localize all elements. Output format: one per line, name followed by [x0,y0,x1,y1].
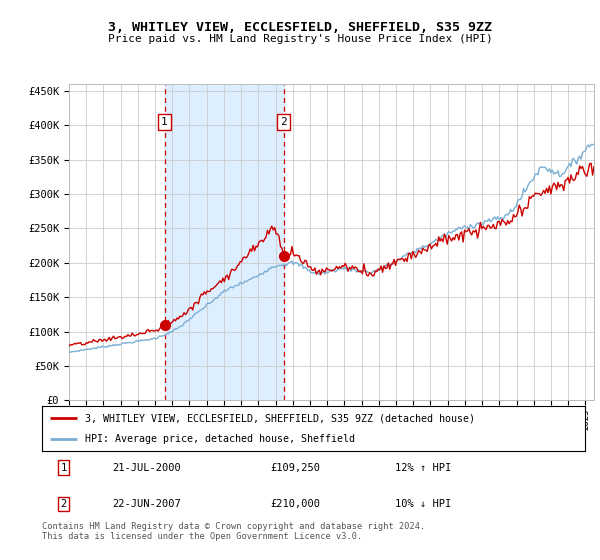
Text: 21-JUL-2000: 21-JUL-2000 [113,463,181,473]
Text: Contains HM Land Registry data © Crown copyright and database right 2024.
This d: Contains HM Land Registry data © Crown c… [42,522,425,542]
Text: 12% ↑ HPI: 12% ↑ HPI [395,463,451,473]
Text: 2: 2 [280,117,287,127]
Text: HPI: Average price, detached house, Sheffield: HPI: Average price, detached house, Shef… [85,433,355,444]
Text: 2: 2 [61,499,67,509]
Text: 1: 1 [161,117,168,127]
Text: 1: 1 [61,463,67,473]
Bar [164,84,284,400]
Text: £210,000: £210,000 [270,499,320,509]
Text: 3, WHITLEY VIEW, ECCLESFIELD, SHEFFIELD, S35 9ZZ: 3, WHITLEY VIEW, ECCLESFIELD, SHEFFIELD,… [108,21,492,34]
Text: 22-JUN-2007: 22-JUN-2007 [113,499,181,509]
Text: 10% ↓ HPI: 10% ↓ HPI [395,499,451,509]
Text: Price paid vs. HM Land Registry's House Price Index (HPI): Price paid vs. HM Land Registry's House … [107,34,493,44]
Text: 3, WHITLEY VIEW, ECCLESFIELD, SHEFFIELD, S35 9ZZ (detached house): 3, WHITLEY VIEW, ECCLESFIELD, SHEFFIELD,… [85,413,475,423]
Text: £109,250: £109,250 [270,463,320,473]
